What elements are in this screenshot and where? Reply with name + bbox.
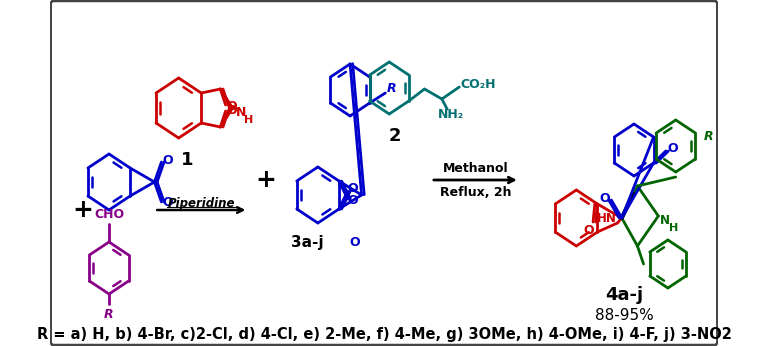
- Text: H: H: [243, 115, 253, 125]
- Text: O: O: [667, 143, 678, 155]
- Text: H: H: [670, 223, 679, 233]
- Text: O: O: [599, 191, 610, 204]
- Text: Reflux, 2h: Reflux, 2h: [439, 185, 511, 199]
- Text: HN: HN: [597, 212, 617, 226]
- Text: 4a-j: 4a-j: [605, 286, 644, 304]
- Text: Methanol: Methanol: [442, 162, 508, 174]
- Text: R = a) H, b) 4-Br, c)2-Cl, d) 4-Cl, e) 2-Me, f) 4-Me, g) 3OMe, h) 4-OMe, i) 4-F,: R = a) H, b) 4-Br, c)2-Cl, d) 4-Cl, e) 2…: [37, 328, 731, 343]
- Text: +: +: [72, 198, 94, 222]
- Text: O: O: [162, 197, 173, 209]
- Text: +: +: [255, 168, 276, 192]
- FancyBboxPatch shape: [51, 1, 717, 345]
- Text: NH₂: NH₂: [438, 109, 464, 121]
- Text: R: R: [104, 308, 114, 320]
- Text: O: O: [227, 100, 237, 112]
- Text: CHO: CHO: [94, 209, 124, 221]
- Text: 88-95%: 88-95%: [594, 308, 654, 322]
- Text: O: O: [227, 103, 237, 117]
- Text: Piperidine: Piperidine: [167, 197, 235, 209]
- Text: O: O: [349, 237, 359, 249]
- Text: O: O: [584, 224, 594, 237]
- Text: R: R: [386, 82, 396, 95]
- Text: 1: 1: [181, 151, 194, 169]
- Text: O: O: [348, 182, 358, 195]
- Text: O: O: [162, 155, 173, 167]
- Text: N: N: [236, 106, 247, 118]
- Text: 2: 2: [388, 127, 401, 145]
- Text: 3a-j: 3a-j: [291, 236, 324, 251]
- Text: O: O: [348, 194, 358, 208]
- Text: CO₂H: CO₂H: [461, 79, 496, 91]
- Text: N: N: [660, 213, 670, 227]
- Text: R: R: [704, 129, 713, 143]
